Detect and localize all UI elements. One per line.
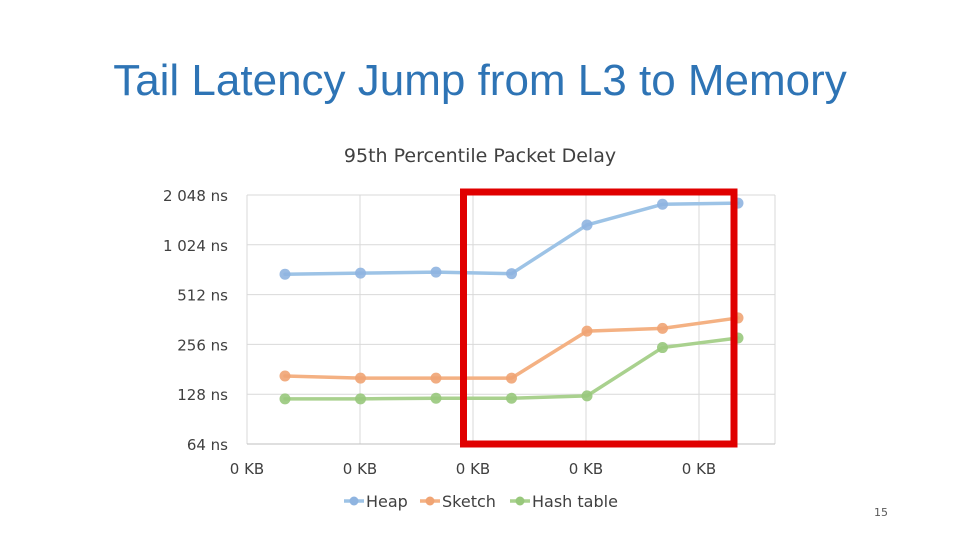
series-line [283,336,740,401]
y-tick-label: 256 ns [177,336,228,354]
y-tick-label: 64 ns [187,436,228,454]
legend-label: Hash table [532,492,618,511]
data-point [355,393,366,405]
data-point [657,198,668,210]
x-tick-label: 0 KB [230,460,264,478]
legend-swatch-marker [349,496,359,506]
legend-item: Sketch [420,492,496,511]
data-point [657,342,668,354]
legend-swatch-marker [515,496,525,506]
data-point [581,325,593,337]
legend-label: Sketch [442,492,496,511]
data-point [506,268,517,280]
chart-title: 95th Percentile Packet Delay [344,145,616,167]
data-point [355,267,366,279]
data-point [430,372,442,384]
x-tick-label: 0 KB [456,460,490,478]
legend-item: Heap [344,492,408,511]
data-point [279,268,291,280]
highlight-box [460,188,738,448]
data-point [506,392,517,404]
data-point [430,266,442,278]
data-point [279,393,291,405]
legend-swatch-marker [425,496,435,506]
data-point [506,372,517,384]
x-tick-label: 0 KB [343,460,377,478]
legend-label: Heap [366,492,408,511]
y-tick-label: 1 024 ns [163,237,228,255]
data-point [581,390,593,402]
data-point [355,372,366,384]
x-tick-label: 0 KB [682,460,716,478]
y-tick-label: 2 048 ns [163,187,228,205]
slide-title: Tail Latency Jump from L3 to Memory [113,56,847,105]
y-tick-label: 128 ns [177,386,228,404]
y-tick-label: 512 ns [177,287,228,305]
legend-item: Hash table [510,492,618,511]
data-point [430,392,442,404]
page-number: 15 [874,506,888,519]
x-tick-label: 0 KB [569,460,603,478]
data-point [657,322,668,334]
data-point [581,219,593,231]
data-point [279,370,291,382]
series-line [283,201,740,276]
